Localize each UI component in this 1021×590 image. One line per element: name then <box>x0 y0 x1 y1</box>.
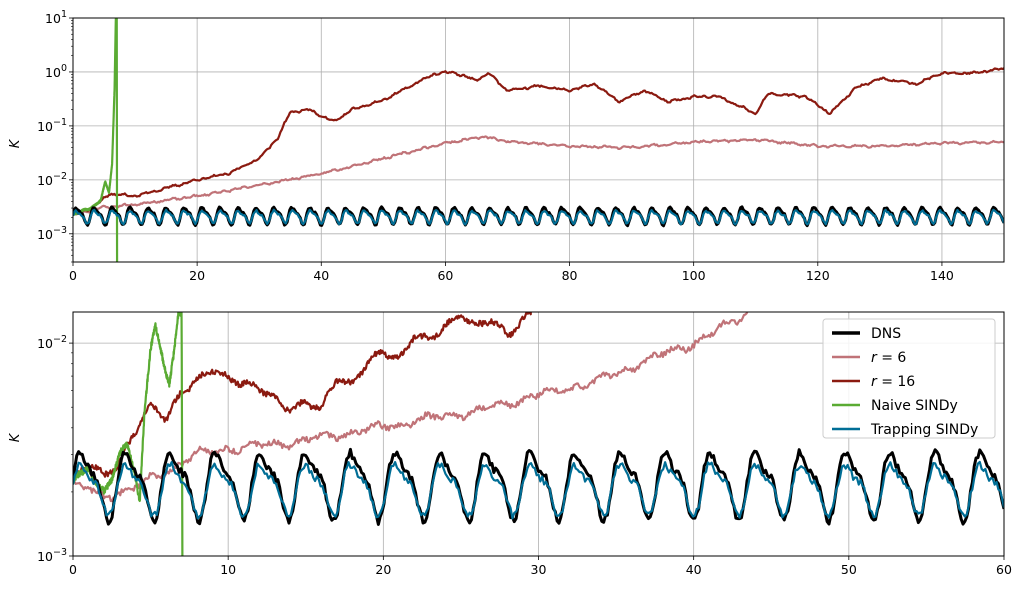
x-tick-label: 20 <box>375 562 391 577</box>
y-tick-label: 101 <box>45 9 67 26</box>
x-tick-label: 0 <box>69 562 77 577</box>
series-group <box>73 18 1004 262</box>
series-group <box>73 312 1004 556</box>
y-tick-label: 10−3 <box>37 547 67 564</box>
y-tick-label: 10−2 <box>37 171 67 188</box>
series-line-r6 <box>73 135 1004 217</box>
series-line-dns <box>73 447 1004 526</box>
y-axis-label: K <box>8 138 23 148</box>
legend-box <box>822 318 996 439</box>
x-tick-label: 0 <box>69 268 77 283</box>
bottom-plot: 0 10 20 30 40 50 60 10−3 10−2 K DNS r = 6 r = 16 Naiv… <box>8 311 1012 577</box>
x-tick-label: 60 <box>437 268 453 283</box>
series-line-naive <box>73 312 184 556</box>
legend-label-naive: Naive SINDy <box>871 398 958 414</box>
x-tick-label: 40 <box>686 562 702 577</box>
legend-label-r6: r = 6 <box>871 350 906 366</box>
legend-label-r16: r = 16 <box>871 374 915 390</box>
series-line-naive <box>73 18 119 262</box>
series-line-trap <box>73 460 1004 520</box>
x-tick-label: 60 <box>996 562 1012 577</box>
legend: DNS r = 6 r = 16 Naive SINDy Trapping SINDy <box>822 318 996 439</box>
x-tick-label: 140 <box>930 268 954 283</box>
x-tick-label: 120 <box>806 268 830 283</box>
y-tick-label: 10−2 <box>37 334 67 351</box>
axes-frame <box>72 17 1005 263</box>
legend-label-dns: DNS <box>871 326 901 342</box>
series-line-trap <box>73 208 1004 226</box>
y-tick-label: 10−3 <box>37 225 67 242</box>
y-tick-label: 10−1 <box>37 117 67 134</box>
series-line-r16 <box>73 312 532 479</box>
x-tick-label: 20 <box>189 268 205 283</box>
x-tick-label: 40 <box>313 268 329 283</box>
x-tick-label: 80 <box>562 268 578 283</box>
series-line-r6 <box>73 312 750 503</box>
x-tick-label: 10 <box>220 562 236 577</box>
y-tick-label: 100 <box>45 63 67 80</box>
legend-label-trap: Trapping SINDy <box>870 422 978 438</box>
y-axis-label: K <box>8 432 23 442</box>
x-tick-label: 100 <box>682 268 706 283</box>
x-tick-label: 30 <box>531 562 547 577</box>
top-plot: 0 20 40 60 80 100 120 140 10−3 10−2 10−1 100 101 K <box>8 9 1005 283</box>
x-tick-label: 50 <box>841 562 857 577</box>
series-line-r16 <box>73 67 1004 216</box>
